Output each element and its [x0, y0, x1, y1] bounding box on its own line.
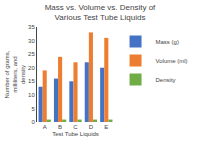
svg-text:Volume (ml): Volume (ml) — [156, 58, 188, 64]
svg-text:Density: Density — [156, 77, 176, 83]
svg-text:D: D — [89, 124, 94, 130]
svg-text:A: A — [43, 124, 47, 130]
svg-text:10: 10 — [28, 92, 35, 98]
svg-text:E: E — [104, 124, 108, 130]
svg-text:B: B — [58, 124, 62, 130]
svg-text:20: 20 — [28, 65, 35, 71]
svg-text:Mass (g): Mass (g) — [156, 39, 179, 45]
svg-text:25: 25 — [28, 51, 35, 57]
svg-text:15: 15 — [28, 78, 35, 84]
svg-text:C: C — [73, 124, 78, 130]
svg-text:30: 30 — [28, 38, 35, 44]
svg-text:Mass vs. Volume vs. Density of: Mass vs. Volume vs. Density ofVarious Te… — [45, 3, 156, 22]
svg-text:Number of grams,milliliters, a: Number of grams,milliliters, anddensity — [4, 50, 26, 98]
svg-text:Test Tube Liquids: Test Tube Liquids — [52, 131, 99, 137]
svg-text:35: 35 — [28, 24, 35, 30]
svg-text:5: 5 — [31, 106, 35, 112]
svg-text:0: 0 — [31, 119, 35, 125]
